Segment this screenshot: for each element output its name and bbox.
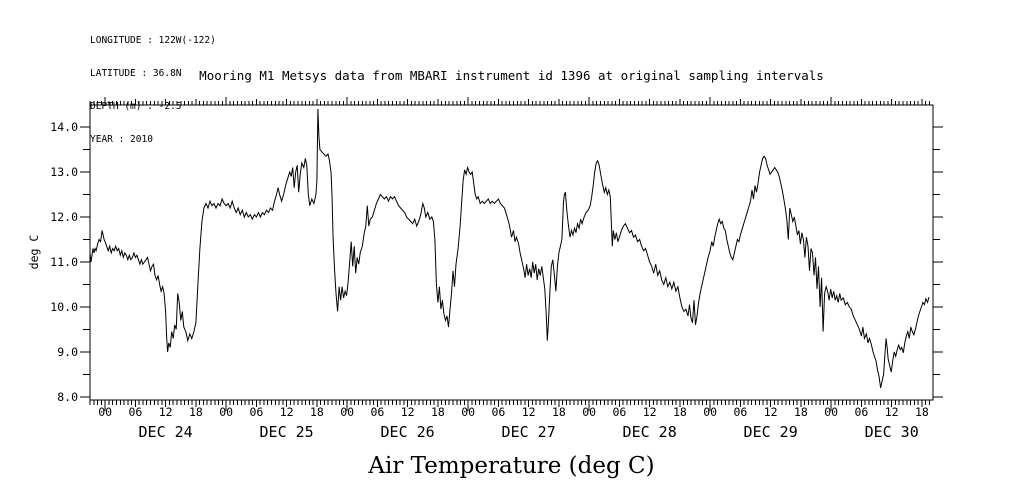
x-hour-label: 00 [824,405,838,419]
x-day-label: DEC 30 [865,423,919,441]
x-hour-label: 12 [159,405,173,419]
x-hour-label: 18 [915,405,929,419]
y-tick-label: 14.0 [50,120,78,134]
y-tick-label: 12.0 [50,210,78,224]
y-tick-labels: 8.0 9.0 10.0 11.0 12.0 13.0 14.0 [50,120,78,404]
x-hour-label: 18 [794,405,808,419]
x-day-label: DEC 27 [502,423,556,441]
x-day-label: DEC 24 [139,423,193,441]
x-day-label: DEC 25 [260,423,314,441]
x-hour-label: 06 [491,405,505,419]
x-day-label: DEC 26 [381,423,435,441]
y-tick-label: 10.0 [50,300,78,314]
x-hour-label: 12 [764,405,778,419]
x-hour-label: 06 [733,405,747,419]
x-axis-title: Air Temperature (deg C) [368,453,655,479]
y-tick-label: 9.0 [57,345,78,359]
y-ticks [80,126,943,398]
x-hour-label: 06 [128,405,142,419]
x-hour-label: 06 [370,405,384,419]
x-hour-label: 12 [280,405,294,419]
metadata-year: YEAR : 2010 [90,134,153,145]
x-hour-label: 00 [703,405,717,419]
x-hour-label: 06 [249,405,263,419]
x-ticks [89,97,930,411]
metadata-depth: DEPTH (m) : -2.5 [90,101,182,112]
x-day-label: DEC 29 [744,423,798,441]
x-hour-label: 00 [461,405,475,419]
x-hour-label: 00 [340,405,354,419]
plot-frame [89,104,934,401]
x-hour-label: 06 [612,405,626,419]
x-hour-label: 00 [98,405,112,419]
x-hour-label: 18 [189,405,203,419]
metadata-latitude: LATITUDE : 36.8N [90,68,182,79]
y-axis-label: deg C [27,235,41,270]
x-hour-labels: 00 06 12 18 00 06 12 18 00 06 12 18 00 06 12 18 00 06 12 18… [98,405,929,419]
y-tick-label: 13.0 [50,165,78,179]
x-day-label: DEC 28 [623,423,677,441]
x-hour-label: 12 [401,405,415,419]
x-hour-label: 18 [552,405,566,419]
x-hour-label: 00 [219,405,233,419]
x-hour-label: 18 [431,405,445,419]
x-hour-label: 12 [885,405,899,419]
x-hour-label: 00 [582,405,596,419]
chart-title: Mooring M1 Metsys data from MBARI instru… [199,68,824,83]
y-tick-label: 11.0 [50,255,78,269]
x-day-labels: DEC 24 DEC 25 DEC 26 DEC 27 DEC 28 DEC 29 DEC … [139,423,919,441]
x-hour-label: 06 [854,405,868,419]
temperature-line [89,108,930,389]
metadata-block: LONGITUDE : 122W(-122) LATITUDE : 36.8N … [90,13,216,167]
x-hour-label: 18 [673,405,687,419]
x-hour-label: 12 [522,405,536,419]
x-hour-label: 18 [310,405,324,419]
metadata-longitude: LONGITUDE : 122W(-122) [90,35,216,46]
y-tick-label: 8.0 [57,390,78,404]
x-hour-label: 12 [643,405,657,419]
